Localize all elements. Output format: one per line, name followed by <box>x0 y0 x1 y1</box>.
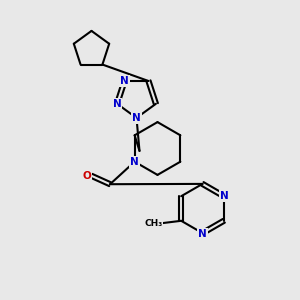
Text: O: O <box>83 171 92 181</box>
Text: N: N <box>220 191 229 201</box>
Text: N: N <box>113 99 122 109</box>
Text: N: N <box>198 229 207 239</box>
Text: N: N <box>132 113 141 123</box>
Text: N: N <box>120 76 129 86</box>
Text: N: N <box>130 157 139 167</box>
Text: CH₃: CH₃ <box>144 219 162 228</box>
